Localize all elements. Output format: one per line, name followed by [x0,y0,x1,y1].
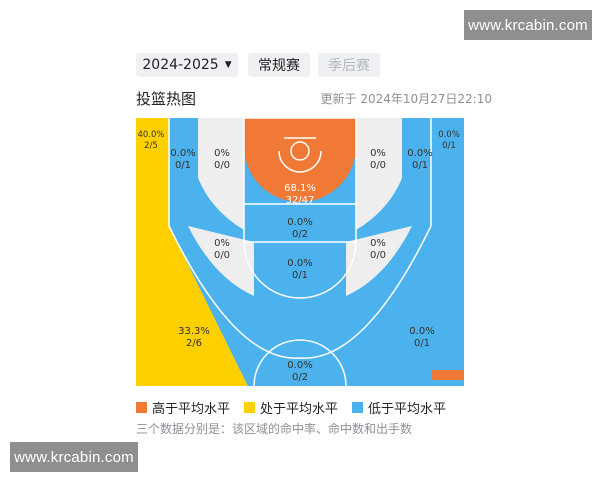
shot-heatmap-court: 40.0% 2/5 0.0% 0/1 0% 0/0 68.1% 32/47 0% 0/0 … [136,118,464,386]
zone-right-short-baseline[interactable] [356,118,402,230]
season-dropdown[interactable]: 2024-2025 ▼ [136,53,238,77]
legend-item-at-average: 处于平均水平 [244,398,338,417]
legend-item-above-average: 高于平均水平 [136,398,230,417]
label-left-wing-three: 33.3% 2/6 [178,326,210,349]
label-left-corner-three: 40.0% 2/5 [137,130,164,151]
legend-label-above: 高于平均水平 [152,402,231,417]
label-top-key-three: 0.0% 0/2 [287,360,312,383]
legend-swatch-below [352,402,363,413]
legend-label-at: 处于平均水平 [260,402,339,417]
zone-left-elbow[interactable] [188,226,254,296]
season-label: 2024-2025 [142,57,219,73]
zone-right-elbow[interactable] [346,226,412,296]
updated-timestamp: 更新于 2024年10月27日22:10 [320,92,492,106]
tab-regular-season[interactable]: 常规赛 [248,53,310,77]
page-title: 投篮热图 [136,90,197,108]
label-restricted-area: 68.1% 32/47 [284,183,316,206]
label-right-corner-three: 0.0% 0/1 [438,130,460,151]
caret-down-icon: ▼ [224,60,232,70]
legend-item-below-average: 低于平均水平 [352,398,446,417]
legend-swatch-at [244,402,255,413]
zone-top-key-mid[interactable] [254,242,346,306]
zone-left-corner-three[interactable] [136,118,169,226]
tab-playoffs[interactable]: 季后赛 [318,53,380,77]
footnote: 三个数据分别是：该区域的命中率、命中数和出手数 [136,422,413,436]
zone-paint-non-ra[interactable] [254,204,346,242]
label-left-short-baseline: 0% 0/0 [214,148,230,171]
label-top-key-mid: 0.0% 0/1 [287,258,312,281]
watermark-bottom: www.krcabin.com [10,442,138,472]
corner-marker [432,370,464,380]
zone-right-corner-three[interactable] [431,118,464,226]
legend-swatch-above [136,402,147,413]
label-right-baseline-mid: 0.0% 0/1 [407,148,432,171]
legend-label-below: 低于平均水平 [368,402,447,417]
label-right-elbow: 0% 0/0 [370,238,386,261]
court-lines [168,118,432,386]
watermark-top: www.krcabin.com [464,10,592,40]
label-paint-non-ra: 0.0% 0/2 [287,217,312,240]
zone-left-short-baseline[interactable] [198,118,244,230]
label-left-elbow: 0% 0/0 [214,238,230,261]
label-right-wing-three: 0.0% 0/1 [409,326,434,349]
label-left-baseline-mid: 0.0% 0/1 [170,148,195,171]
label-right-short-baseline: 0% 0/0 [370,148,386,171]
